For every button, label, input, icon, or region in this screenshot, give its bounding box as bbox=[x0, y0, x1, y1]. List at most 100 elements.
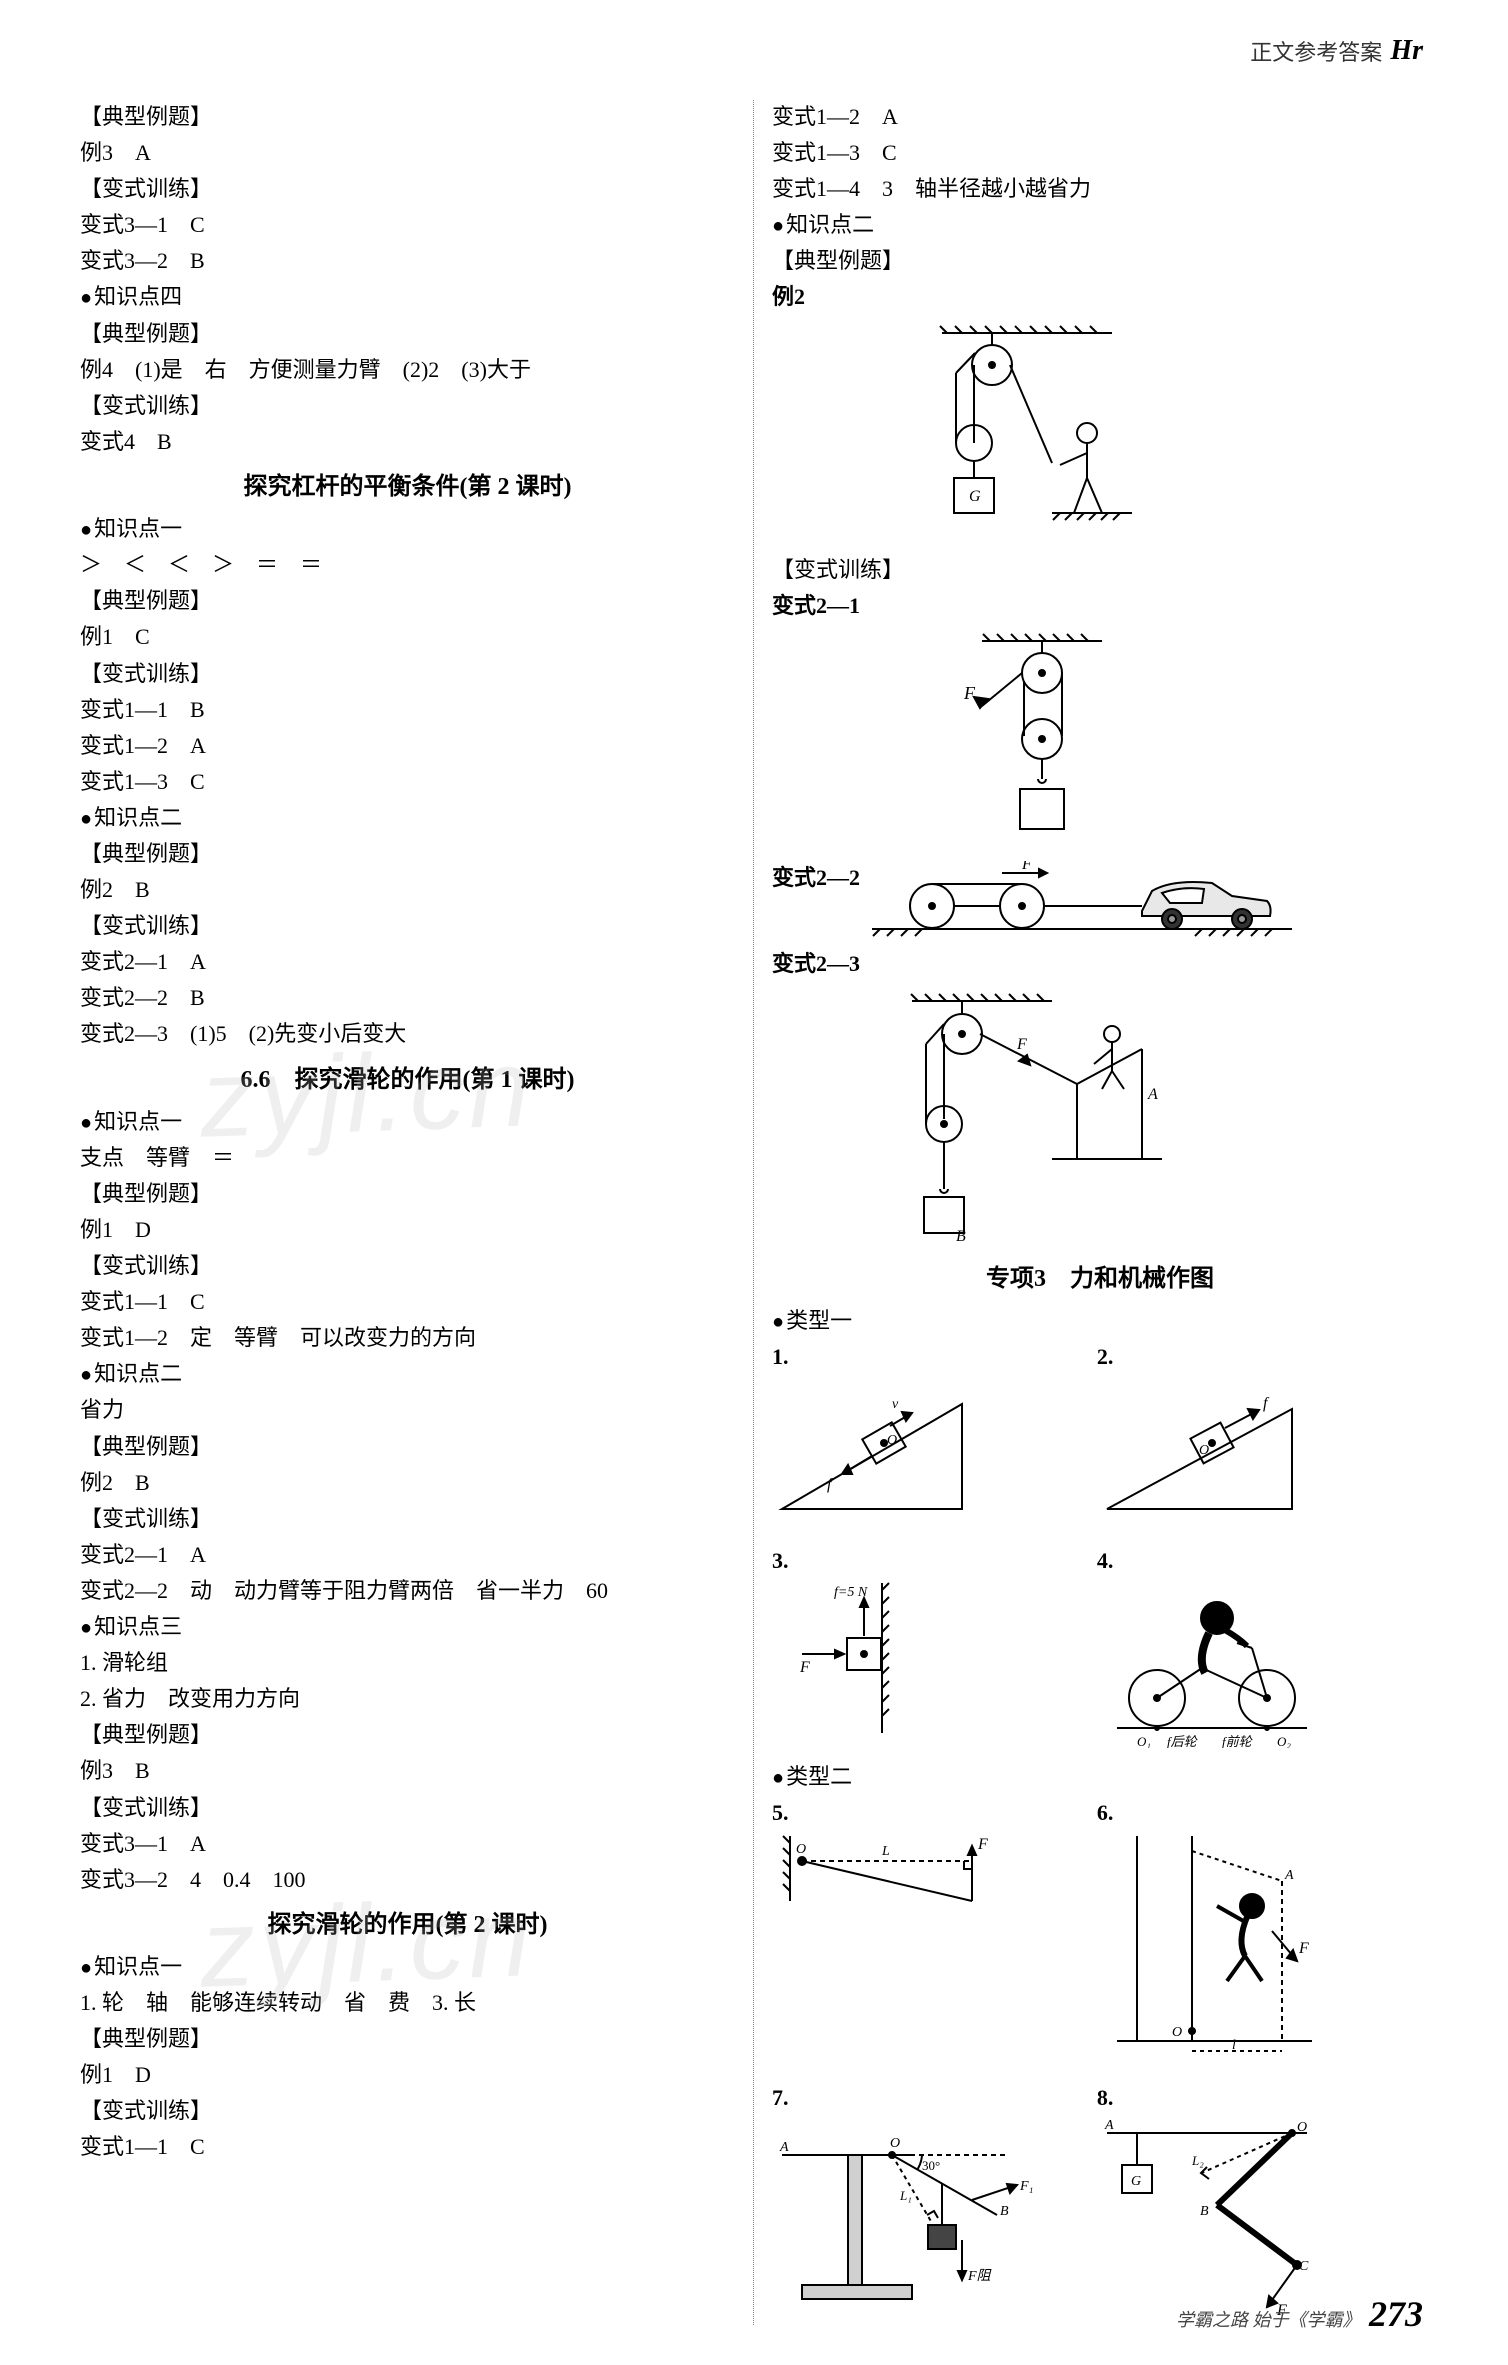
svg-text:F: F bbox=[1298, 1940, 1309, 1957]
header-breadcrumb: 正文参考答案 Hr bbox=[1250, 35, 1423, 67]
svg-text:F: F bbox=[977, 1836, 988, 1853]
svg-text:L₁: L₁ bbox=[899, 2188, 912, 2203]
svg-text:B: B bbox=[1000, 2204, 1009, 2219]
answer-line: 例3 A bbox=[80, 136, 735, 170]
answer-line: 变式1—2 A bbox=[80, 729, 735, 763]
svg-text:O: O bbox=[890, 2136, 900, 2151]
answer-line: 变式3—1 C bbox=[80, 208, 735, 242]
bracket-heading: 【典型例题】 bbox=[80, 2022, 735, 2056]
diagram-type2-5-lever: O L F bbox=[772, 1831, 1012, 1941]
svg-text:A: A bbox=[1284, 1868, 1294, 1883]
diagram-type1-4-bicycle: O₁ f后轮 f前轮 O₂ bbox=[1097, 1578, 1327, 1748]
page-footer: 学霸之路 始于《学霸》 273 bbox=[1176, 2293, 1423, 2335]
answer-line: 变式1—1 C bbox=[80, 2130, 735, 2164]
answer-line: 变式2—3 (1)5 (2)先变小后变大 bbox=[80, 1017, 735, 1051]
dot-heading: 知识点二 bbox=[80, 1357, 735, 1391]
item-number: 5. bbox=[772, 1796, 789, 1830]
svg-text:30°: 30° bbox=[922, 2158, 940, 2173]
dot-heading: 知识点二 bbox=[80, 801, 735, 835]
bracket-heading: 【变式训练】 bbox=[80, 657, 735, 691]
diagram-type2-7-crane: A O 30° B L₁ bbox=[772, 2115, 1042, 2315]
bracket-heading: 【变式训练】 bbox=[80, 1791, 735, 1825]
dot-heading: 知识点一 bbox=[80, 512, 735, 546]
svg-text:O₁: O₁ bbox=[1137, 1734, 1151, 1748]
section-title: 探究杠杆的平衡条件(第 2 课时) bbox=[80, 469, 735, 506]
bracket-heading: 【典型例题】 bbox=[80, 1430, 735, 1464]
svg-text:f后轮: f后轮 bbox=[1167, 1734, 1199, 1748]
bracket-heading: 【典型例题】 bbox=[80, 317, 735, 351]
diagram-type1-1-incline: O v f bbox=[772, 1374, 982, 1524]
variant-label: 变式2—2 bbox=[772, 861, 860, 895]
answer-line: 变式1—2 A bbox=[772, 100, 1428, 134]
svg-text:F₁: F₁ bbox=[1019, 2179, 1033, 2194]
bracket-heading: 【变式训练】 bbox=[772, 553, 1428, 587]
svg-text:f: f bbox=[1263, 1395, 1270, 1412]
left-column: 【典型例题】 例3 A 【变式训练】 变式3—1 C 变式3—2 B 知识点四 … bbox=[80, 100, 754, 2325]
diagram-variant2-1: F bbox=[922, 631, 1142, 851]
item-number: 1. bbox=[772, 1340, 789, 1374]
svg-text:F: F bbox=[1021, 861, 1032, 873]
diagram-type1-3-wall: F f=5 N bbox=[772, 1578, 962, 1738]
svg-text:F: F bbox=[1016, 1036, 1027, 1053]
dot-heading: 知识点一 bbox=[80, 1105, 735, 1139]
diagram-type2-6-climb: O l A bbox=[1097, 1831, 1327, 2061]
section-title: 6.6 探究滑轮的作用(第 1 课时) bbox=[80, 1062, 735, 1099]
svg-text:G: G bbox=[1131, 2174, 1141, 2189]
diagram-variant2-3: F B A bbox=[852, 989, 1212, 1249]
dot-heading: 知识点三 bbox=[80, 1610, 735, 1644]
bracket-heading: 【变式训练】 bbox=[80, 909, 735, 943]
item-number: 7. bbox=[772, 2081, 789, 2115]
answer-line: 变式1—2 定 等臂 可以改变力的方向 bbox=[80, 1321, 735, 1355]
example-label: 例2 bbox=[772, 280, 1428, 314]
bracket-heading: 【变式训练】 bbox=[80, 389, 735, 423]
svg-text:A: A bbox=[779, 2140, 789, 2155]
dot-heading: 知识点四 bbox=[80, 280, 735, 314]
page-number: 273 bbox=[1369, 2294, 1423, 2334]
answer-line: 变式2—1 A bbox=[80, 945, 735, 979]
item-number: 3. bbox=[772, 1544, 789, 1578]
right-column: 变式1—2 A 变式1—3 C 变式1—4 3 轴半径越小越省力 知识点二 【典… bbox=[754, 100, 1428, 2325]
svg-text:L: L bbox=[881, 1844, 890, 1859]
section-title: 探究滑轮的作用(第 2 课时) bbox=[80, 1907, 735, 1944]
svg-text:B: B bbox=[956, 1228, 966, 1245]
bracket-heading: 【典型例题】 bbox=[772, 244, 1428, 278]
answer-line: 1. 轮 轴 能够连续转动 省 费 3. 长 bbox=[80, 1986, 735, 2020]
type-heading: 类型二 bbox=[772, 1760, 1428, 1794]
svg-text:B: B bbox=[1200, 2204, 1209, 2219]
answer-line: 变式2—1 A bbox=[80, 1538, 735, 1572]
answer-line: 支点 等臂 ＝ bbox=[80, 1141, 735, 1175]
svg-text:F阻: F阻 bbox=[967, 2268, 993, 2284]
answer-line: 变式2—2 B bbox=[80, 981, 735, 1015]
bracket-heading: 【变式训练】 bbox=[80, 1502, 735, 1536]
variant-label: 变式2—3 bbox=[772, 947, 1428, 981]
diagram-example2-pulleys: G bbox=[892, 323, 1152, 543]
answer-line: 2. 省力 改变用力方向 bbox=[80, 1682, 735, 1716]
answer-line: 变式3—1 A bbox=[80, 1827, 735, 1861]
header-label: 正文参考答案 bbox=[1250, 35, 1382, 67]
dot-heading: 知识点一 bbox=[80, 1950, 735, 1984]
bracket-heading: 【典型例题】 bbox=[80, 1177, 735, 1211]
diagram-variant2-2-car: F bbox=[872, 861, 1292, 941]
answer-line: 例1 D bbox=[80, 1213, 735, 1247]
svg-text:f前轮: f前轮 bbox=[1222, 1734, 1254, 1748]
svg-text:F: F bbox=[963, 683, 976, 703]
answer-line: 变式1—3 C bbox=[80, 765, 735, 799]
answer-line: 变式4 B bbox=[80, 425, 735, 459]
bracket-heading: 【典型例题】 bbox=[80, 100, 735, 134]
item-number: 8. bbox=[1097, 2081, 1114, 2115]
answer-line: 1. 滑轮组 bbox=[80, 1646, 735, 1680]
type-heading: 类型一 bbox=[772, 1304, 1428, 1338]
answer-line: 变式1—4 3 轴半径越小越省力 bbox=[772, 172, 1428, 206]
diagram-type1-2-incline: O f bbox=[1097, 1374, 1307, 1524]
svg-text:O: O bbox=[796, 1842, 806, 1857]
svg-text:A: A bbox=[1147, 1086, 1158, 1103]
svg-text:O: O bbox=[1199, 1443, 1209, 1458]
svg-text:v: v bbox=[892, 1397, 899, 1412]
bracket-heading: 【变式训练】 bbox=[80, 2094, 735, 2128]
svg-text:O: O bbox=[1297, 2120, 1307, 2135]
bracket-heading: 【典型例题】 bbox=[80, 837, 735, 871]
dot-heading: 知识点二 bbox=[772, 208, 1428, 242]
svg-text:F: F bbox=[799, 1659, 810, 1676]
svg-text:O: O bbox=[1172, 2025, 1182, 2040]
answer-line: 变式3—2 B bbox=[80, 244, 735, 278]
